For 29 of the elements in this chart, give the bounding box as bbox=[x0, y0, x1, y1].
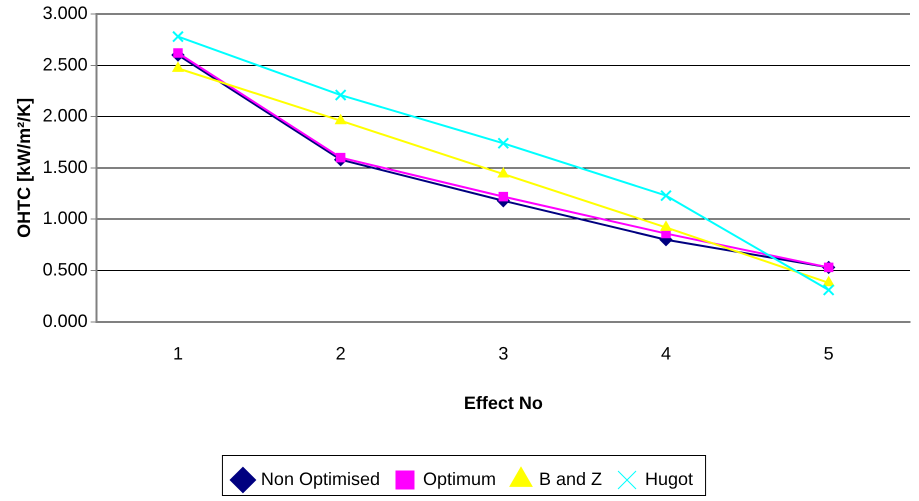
point bbox=[822, 284, 835, 296]
legend-label: B and Z bbox=[538, 468, 602, 489]
point bbox=[336, 152, 346, 162]
y-tick-label: 1.500 bbox=[42, 156, 88, 177]
point bbox=[497, 137, 510, 150]
legend-label: Optimum bbox=[422, 468, 496, 489]
x-tick-label: 5 bbox=[824, 344, 834, 364]
y-tick-label: 0.500 bbox=[42, 259, 88, 280]
point bbox=[173, 48, 183, 58]
point bbox=[660, 190, 672, 202]
point bbox=[498, 168, 510, 178]
x-axis-title: Effect No bbox=[464, 393, 543, 414]
point bbox=[334, 114, 346, 124]
y-tick-label: 0.000 bbox=[42, 310, 88, 331]
y-tick-label: 1.000 bbox=[42, 208, 88, 228]
legend-label: Hugot bbox=[645, 468, 694, 489]
x-tick-label: 2 bbox=[336, 344, 346, 364]
point bbox=[660, 220, 672, 231]
legend-label: Non Optimised bbox=[260, 468, 380, 489]
x-tick-label: 3 bbox=[498, 344, 508, 364]
point bbox=[498, 192, 508, 202]
point bbox=[172, 30, 184, 43]
y-tick-label: 2.500 bbox=[42, 54, 88, 74]
x-tick-label: 1 bbox=[172, 344, 183, 364]
point bbox=[334, 89, 347, 102]
y-tick-label: 3.000 bbox=[42, 2, 88, 23]
y-tick-label: 2.000 bbox=[42, 106, 88, 126]
x-tick-label: 4 bbox=[660, 344, 671, 364]
y-axis-title: OHTC [kW/m²/K] bbox=[14, 98, 34, 238]
